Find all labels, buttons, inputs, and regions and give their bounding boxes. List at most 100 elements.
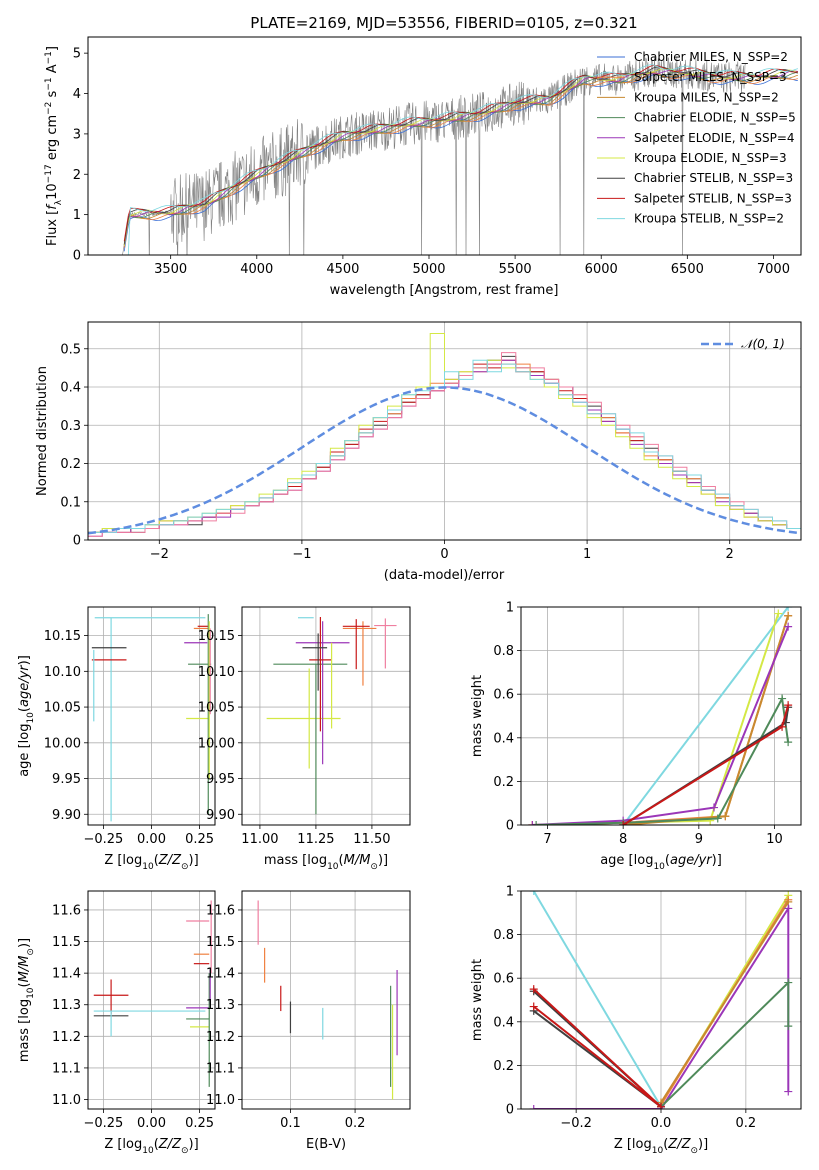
series-marker [778,722,787,731]
y-tick-label: 0.6 [493,688,514,703]
y-tick-label: 0.2 [493,775,514,790]
series-marker [721,812,730,821]
x-tick-label: 11.50 [353,832,390,847]
data-spectrum-group [122,56,799,255]
y-axis-label: mass weight [470,675,485,757]
x-tick-label: −0.25 [83,1116,123,1131]
y-tick-label: 9.90 [206,808,235,823]
y-axis-label: mass [log10(M/M⊙)] [17,938,36,1062]
x-axis-label: Z [log10(Z/Z⊙)] [104,1137,198,1156]
series-marker [784,904,793,913]
series-marker [529,985,538,994]
panel-age-vs-mass: 11.00 11.25 11.50 9.90 9.95 10.00 10.05 10.10 10… [198,606,411,872]
panel-spectrum: 3500 4000 4500 5000 5500 6000 6500 7000 0 1 2 3 4 5 Ch… [44,14,802,298]
legend-label: Salpeter ELODIE, N_SSP=4 [634,131,795,145]
series-marker [784,738,793,747]
y-tick-label: 0.6 [493,972,514,987]
y-tick-label: 9.95 [206,772,235,787]
series-marker [784,607,793,611]
x-tick-label: 0.1 [280,1116,301,1131]
y-tick-label: 10.15 [198,629,235,644]
legend-label: 𝒩(0, 1) [741,337,785,351]
axes-frame [87,321,802,541]
y-tick-label: 11.1 [206,1061,235,1076]
legend-label: Chabrier STELIB, N_SSP=3 [634,171,793,185]
panel-age-vs-Z: −0.25 0.00 0.25 9.90 9.95 10.00 10.05 10.10 10.1… [17,606,216,872]
x-tick-label: −2 [150,547,169,562]
series-marker [784,701,793,710]
y-tick-label: 11.2 [206,1030,235,1045]
x-axis-label: Z [log10(Z/Z⊙)] [104,853,198,872]
x-axis-label: (data-model)/error [384,568,505,583]
legend-label: Kroupa MILES, N_SSP=2 [634,90,779,104]
y-tick-label: 1 [73,208,81,223]
errorbars-group [91,614,212,822]
y-tick-label: 10.00 [198,736,235,751]
panel-residuals: −2 −1 0 1 2 0 0.1 0.2 0.3 0.4 0.5 𝒩(0, 1) (data-mode… [35,321,802,583]
x-tick-label: 0.00 [137,832,166,847]
y-tick-label: 11.4 [206,967,235,982]
series-marker [784,1087,793,1096]
axes-frame [520,606,802,826]
series-line [533,988,662,1108]
y-tick-label: 11.6 [206,903,235,918]
axes-frame [87,890,216,1110]
series-line [622,607,789,825]
x-axis-label: wavelength [Angstrom, rest frame] [330,283,559,298]
x-tick-label: 0.25 [185,832,214,847]
x-axis-label: E(B-V) [306,1137,346,1152]
x-tick-label: 7 [543,832,551,847]
y-tick-label: 0.2 [493,1059,514,1074]
errorbars-group [93,900,212,1087]
x-tick-label: 0.2 [345,1116,366,1131]
x-tick-label: 0.00 [137,1116,166,1131]
series-marker [619,821,628,825]
x-tick-label: 8 [619,832,627,847]
y-tick-label: 11.2 [52,1030,81,1045]
x-tick-label: 4500 [326,262,359,277]
y-tick-label: 10.10 [198,665,235,680]
series-marker [528,821,537,825]
y-axis-label: mass weight [470,959,485,1041]
y-tick-label: 1 [506,601,514,616]
y-tick-label: 0 [73,249,81,264]
y-tick-label: 4 [73,87,81,102]
y-tick-label: 11.4 [52,967,81,982]
legend-label: Salpeter MILES, N_SSP=3 [634,70,787,84]
series-marker [713,814,722,823]
series-marker [784,611,793,620]
model-line [123,73,798,252]
y-tick-label: 10.05 [198,701,235,716]
x-tick-label: 6000 [585,262,618,277]
y-tick-label: 0 [506,819,514,834]
y-tick-label: 10.15 [44,629,81,644]
axes-frame [520,890,802,1110]
x-tick-label: −1 [292,547,311,562]
series-group [529,891,793,1109]
series-marker [532,821,541,825]
x-tick-label: 7000 [757,262,790,277]
x-tick-label: −0.25 [83,832,123,847]
y-tick-label: 11.6 [52,903,81,918]
axes-frame [87,606,216,826]
histogram-step [88,352,801,540]
series-marker [784,1022,793,1031]
panel-mass-vs-EBV: 0.1 0.2 11.0 11.1 11.2 11.3 11.4 11.5 11.6 E(B-V) [206,890,411,1152]
x-tick-label: 9 [695,832,703,847]
y-tick-label: 0.5 [60,342,81,357]
x-tick-label: 2 [726,547,734,562]
x-axis-label: mass [log10(M/M⊙)] [264,853,388,872]
y-tick-label: 5 [73,47,81,62]
model-line [124,64,799,255]
axes-frame [241,606,411,826]
y-tick-label: 10.00 [44,736,81,751]
legend-label: Kroupa STELIB, N_SSP=2 [634,212,784,226]
y-tick-label: 11.1 [52,1061,81,1076]
series-line [622,707,790,825]
panel-massweight-vs-age: 7 8 9 10 0 0.2 0.4 0.6 0.8 1 age [log10(age/yr)] ma… [470,601,802,872]
y-axis-label: age [log10(age/yr)] [17,655,36,777]
series-marker [709,803,718,812]
y-tick-label: 3 [73,127,81,142]
series-line [532,626,790,825]
y-tick-label: 0.4 [493,1015,514,1030]
